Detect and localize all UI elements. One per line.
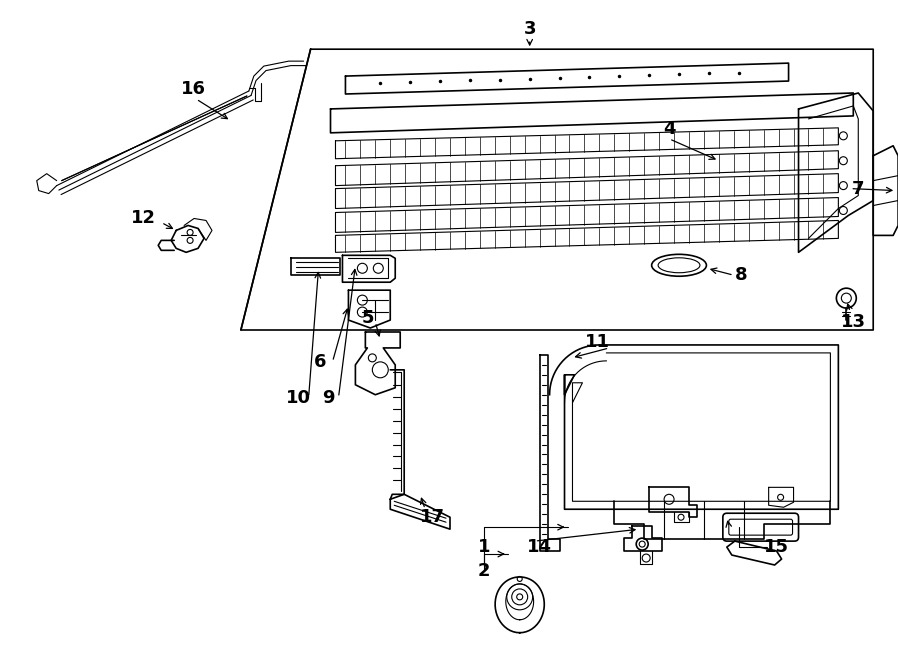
Text: 3: 3 <box>524 20 536 38</box>
Text: 6: 6 <box>314 353 327 371</box>
Text: 2: 2 <box>478 562 491 580</box>
Text: 16: 16 <box>181 80 205 98</box>
Text: 5: 5 <box>362 309 374 327</box>
Text: 7: 7 <box>852 180 865 198</box>
Text: 15: 15 <box>764 538 789 556</box>
Text: 9: 9 <box>322 389 335 407</box>
Text: 17: 17 <box>419 508 445 526</box>
Text: 1: 1 <box>478 538 491 556</box>
Text: 11: 11 <box>585 333 610 351</box>
Text: 13: 13 <box>841 313 866 331</box>
Text: 8: 8 <box>734 266 747 284</box>
Text: 10: 10 <box>286 389 311 407</box>
Text: 12: 12 <box>130 210 156 227</box>
Text: 14: 14 <box>527 538 552 556</box>
Text: 4: 4 <box>662 120 675 138</box>
